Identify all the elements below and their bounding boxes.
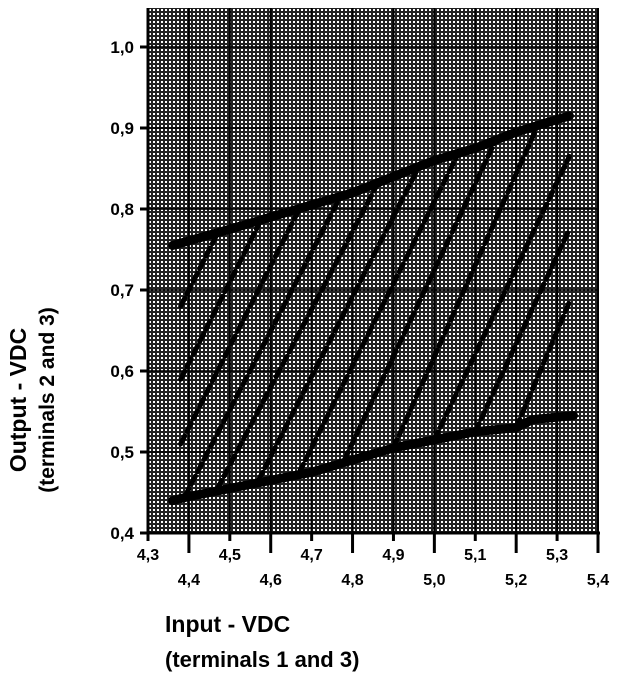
x-tick-label: 5,3 bbox=[546, 547, 568, 564]
diagonal-line bbox=[178, 206, 302, 447]
x-tick-label: 5,1 bbox=[464, 547, 486, 564]
x-tick-label: 4,7 bbox=[301, 547, 323, 564]
x-tick-label: 4,6 bbox=[260, 572, 282, 589]
plot-area bbox=[148, 8, 598, 533]
diagonal-line bbox=[178, 230, 221, 309]
x-tick-label: 4,8 bbox=[341, 572, 363, 589]
y-tick-label: 1,0 bbox=[110, 38, 134, 57]
x-tick-label: 5,4 bbox=[587, 572, 609, 589]
y-tick-label: 0,6 bbox=[110, 362, 134, 381]
y-axis-title-sub: (terminals 2 and 3) bbox=[36, 307, 59, 493]
y-tick-label: 0,4 bbox=[110, 524, 134, 543]
axes-layer bbox=[146, 8, 600, 535]
diagonal-line bbox=[215, 182, 380, 491]
x-axis-title-main: Input - VDC bbox=[165, 611, 290, 637]
y-tick-label: 0,8 bbox=[110, 200, 134, 219]
series-layer bbox=[168, 111, 578, 506]
y-axis-title: Output - VDC (terminals 2 and 3) bbox=[5, 307, 59, 493]
y-tick-labels: 0,4 0,5 0,6 0,7 0,8 0,9 1,0 bbox=[110, 38, 148, 543]
diagonal-line bbox=[390, 125, 540, 451]
diagonal-line bbox=[431, 153, 572, 443]
diagonal-line bbox=[178, 222, 261, 382]
diagonal-line bbox=[472, 226, 572, 435]
x-tick-label: 4,3 bbox=[137, 547, 159, 564]
x-tick-label: 4,9 bbox=[382, 547, 404, 564]
x-tick-label: 4,4 bbox=[178, 572, 200, 589]
x-tick-label: 4,5 bbox=[219, 547, 241, 564]
diagonal-line bbox=[296, 149, 462, 475]
diagonal-line bbox=[341, 137, 499, 463]
x-tick-label: 5,2 bbox=[505, 572, 527, 589]
diagonal-line bbox=[255, 166, 421, 483]
y-tick-label: 0,7 bbox=[110, 281, 134, 300]
x-axis-title-sub: (terminals 1 and 3) bbox=[165, 647, 359, 672]
plot-background bbox=[148, 8, 598, 533]
x-tick-labels: 4,3 4,4 4,5 4,6 4,7 4,8 4,9 5,0 5,1 5,2 5,3 5,4 bbox=[137, 533, 609, 589]
x-tick-label: 5,0 bbox=[423, 572, 445, 589]
y-axis-title-main: Output - VDC bbox=[5, 328, 31, 472]
diagonal-line bbox=[513, 299, 572, 431]
y-tick-label: 0,5 bbox=[110, 443, 134, 462]
diagonal-line bbox=[182, 194, 343, 500]
y-tick-label: 0,9 bbox=[110, 119, 134, 138]
